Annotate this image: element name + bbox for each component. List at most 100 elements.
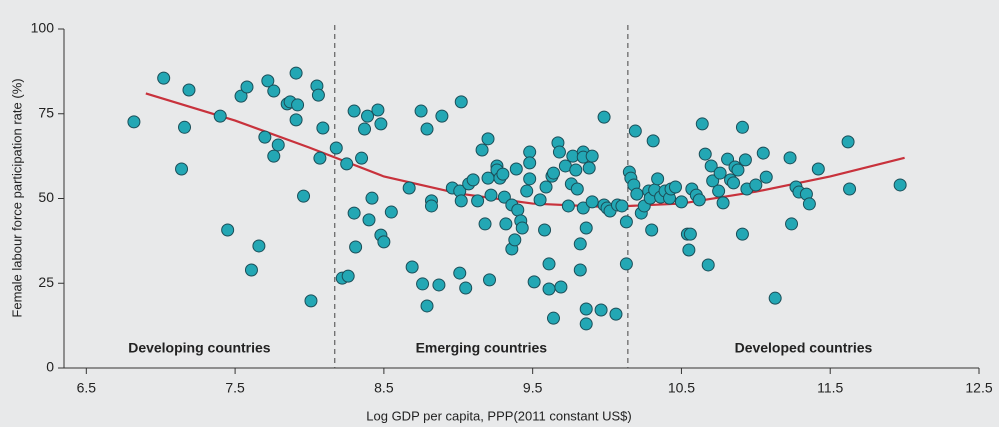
data-point (597, 110, 611, 124)
data-point (304, 294, 318, 308)
data-point (546, 166, 560, 180)
data-point (289, 113, 303, 127)
data-point (523, 145, 537, 159)
data-point (646, 134, 660, 148)
data-point (542, 257, 556, 271)
fit-line (145, 92, 905, 209)
x-axis-label: Log GDP per capita, PPP(2011 constant US… (366, 408, 631, 423)
x-tick-label: 12.5 (965, 380, 992, 396)
data-point (497, 190, 511, 204)
data-point (579, 221, 593, 235)
data-point (496, 167, 510, 181)
data-point (384, 205, 398, 219)
x-tick-label: 11.5 (817, 380, 843, 396)
data-point (573, 237, 587, 251)
data-point (454, 95, 468, 109)
data-point (374, 117, 388, 131)
data-point (628, 124, 642, 138)
data-point (420, 299, 434, 313)
y-tick-label: 50 (38, 189, 54, 205)
data-point (221, 223, 235, 237)
data-point (349, 240, 363, 254)
data-point (127, 115, 141, 129)
data-point (416, 277, 430, 291)
data-point (459, 281, 473, 295)
data-point (475, 143, 489, 157)
data-point (316, 121, 330, 135)
data-point (267, 149, 281, 163)
data-point (244, 263, 258, 277)
data-point (843, 182, 857, 196)
data-point (523, 172, 537, 186)
data-point (261, 74, 275, 88)
data-point (509, 162, 523, 176)
data-point (594, 303, 608, 317)
y-tick-label: 75 (38, 104, 54, 120)
data-point (355, 151, 369, 165)
data-point (683, 227, 697, 241)
data-point (735, 227, 749, 241)
data-point (573, 263, 587, 277)
x-tick-label: 7.5 (225, 380, 245, 396)
y-axis-label: Female labour force participation rate (… (9, 78, 24, 317)
data-point (329, 141, 343, 155)
data-point (721, 152, 735, 166)
data-point (561, 199, 575, 213)
data-point (435, 109, 449, 123)
region-label: Emerging countries (416, 340, 548, 356)
data-point (735, 120, 749, 134)
data-point (542, 282, 556, 296)
region-label: Developing countries (128, 340, 271, 356)
data-point (527, 275, 541, 289)
data-point (361, 109, 375, 123)
data-point (716, 196, 730, 210)
data-point (811, 162, 825, 176)
data-point (175, 162, 189, 176)
data-point (483, 273, 497, 287)
data-point (539, 180, 553, 194)
data-point (424, 199, 438, 213)
data-point (570, 182, 584, 196)
data-point (267, 84, 281, 98)
data-point (585, 149, 599, 163)
data-point (682, 243, 696, 257)
x-tick-label: 6.5 (77, 380, 97, 396)
y-tick-label: 100 (31, 20, 55, 36)
data-point (713, 166, 727, 180)
data-point (783, 151, 797, 165)
data-point (609, 307, 623, 321)
data-point (554, 280, 568, 294)
data-point (178, 120, 192, 134)
data-point (695, 117, 709, 131)
data-point (692, 193, 706, 207)
data-point (552, 145, 566, 159)
data-point (585, 195, 599, 209)
data-point (579, 317, 593, 331)
data-point (582, 161, 596, 175)
data-point (749, 178, 763, 192)
data-point (759, 170, 773, 184)
data-point (511, 203, 525, 217)
data-point (893, 178, 907, 192)
data-point (738, 153, 752, 167)
data-point (420, 122, 434, 136)
data-point (313, 151, 327, 165)
data-point (157, 71, 171, 85)
data-point (619, 215, 633, 229)
data-point (508, 233, 522, 247)
data-point (471, 194, 485, 208)
data-point (579, 302, 593, 316)
data-point (358, 122, 372, 136)
data-point (515, 221, 529, 235)
data-point (731, 163, 745, 177)
data-point (311, 88, 325, 102)
data-point (405, 260, 419, 274)
data-point (756, 146, 770, 160)
data-point (414, 104, 428, 118)
y-tick-label: 0 (46, 359, 54, 375)
data-point (362, 213, 376, 227)
data-point (341, 269, 355, 283)
data-point (727, 176, 741, 190)
data-point (240, 80, 254, 94)
